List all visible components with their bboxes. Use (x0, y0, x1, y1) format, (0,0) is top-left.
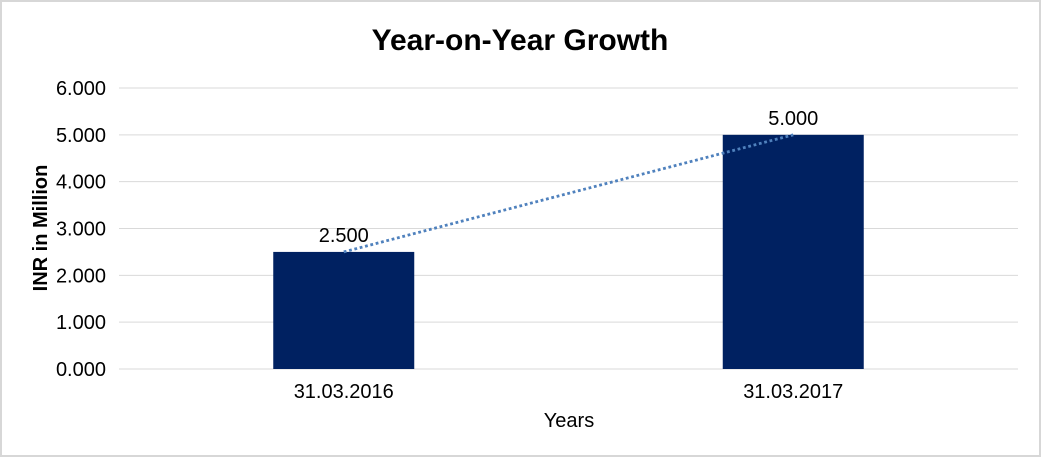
chart-title: Year-on-Year Growth (372, 24, 669, 57)
x-tick-label: 31.03.2016 (294, 381, 394, 403)
bar (722, 134, 864, 369)
data-label: 2.500 (319, 225, 369, 247)
data-labels: 2.500 5.000 (319, 108, 819, 247)
x-tick-label: 31.03.2017 (743, 381, 843, 403)
data-label: 5.000 (768, 108, 818, 130)
y-tick-label: 3.000 (56, 219, 106, 241)
y-tick-label: 2.000 (56, 265, 106, 287)
bar (273, 251, 415, 369)
x-axis-title: Years (544, 410, 594, 432)
y-tick-label: 0.000 (56, 359, 106, 381)
x-axis-tick-labels: 31.03.2016 31.03.2017 (294, 381, 844, 403)
y-axis-title: INR in Million (30, 165, 52, 292)
bar-series (273, 134, 864, 369)
gridlines (119, 87, 1018, 370)
y-axis-tick-labels: 0.000 1.000 2.000 3.000 4.000 5.000 6.000 (56, 78, 106, 381)
y-tick-label: 1.000 (56, 312, 106, 334)
y-tick-label: 5.000 (56, 125, 106, 147)
trendline (343, 133, 794, 254)
y-tick-label: 6.000 (56, 78, 106, 100)
y-tick-label: 4.000 (56, 172, 106, 194)
